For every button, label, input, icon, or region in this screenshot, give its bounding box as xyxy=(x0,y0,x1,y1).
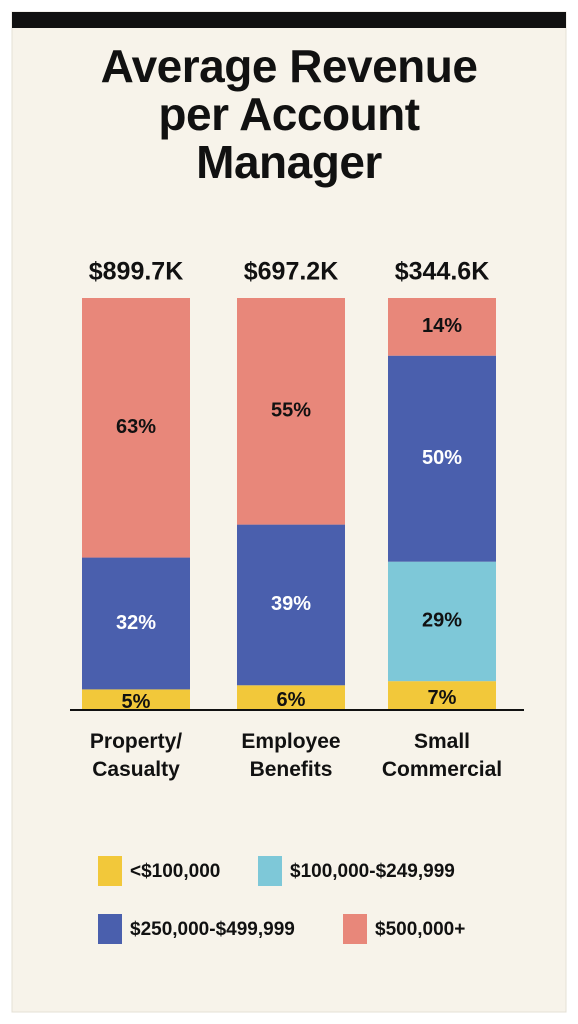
data-label: 7% xyxy=(428,687,457,709)
data-label: 29% xyxy=(422,610,462,632)
chart-title: Average Revenue per Account Manager xyxy=(100,40,478,188)
x-tick-label: Employee Benefits xyxy=(241,730,341,781)
data-label: 63% xyxy=(116,416,156,438)
legend-label: $100,000-$249,999 xyxy=(290,861,455,882)
bar-segment xyxy=(237,524,345,686)
x-tick-label: Small Commercial xyxy=(381,730,503,781)
data-label: 5% xyxy=(122,691,151,713)
bar-segment xyxy=(388,681,496,710)
legend-label: $250,000-$499,999 xyxy=(130,919,295,940)
top-bar xyxy=(12,12,566,28)
bar-segment xyxy=(388,355,496,562)
legend-label: $500,000+ xyxy=(375,919,465,940)
bar-segment xyxy=(237,298,345,525)
x-tick-label: Property/ Casualty xyxy=(89,730,183,781)
data-label: 6% xyxy=(277,689,306,711)
total-label: $344.6K xyxy=(395,258,490,286)
legend-swatch xyxy=(343,914,367,944)
data-label: 39% xyxy=(271,593,311,615)
total-label: $899.7K xyxy=(89,258,184,286)
data-label: 50% xyxy=(422,447,462,469)
bar-segment xyxy=(82,557,190,690)
data-label: 32% xyxy=(116,612,156,634)
legend-swatch xyxy=(98,914,122,944)
bar-segment xyxy=(237,685,345,710)
legend-swatch xyxy=(258,856,282,886)
data-label: 55% xyxy=(271,400,311,422)
legend-swatch xyxy=(98,856,122,886)
data-label: 14% xyxy=(422,315,462,337)
bar-segment xyxy=(388,561,496,682)
total-label: $697.2K xyxy=(244,258,339,286)
legend-label: <$100,000 xyxy=(130,861,220,882)
bar-segment xyxy=(82,689,190,710)
bar-segment xyxy=(388,298,496,356)
bar-segment xyxy=(82,298,190,558)
